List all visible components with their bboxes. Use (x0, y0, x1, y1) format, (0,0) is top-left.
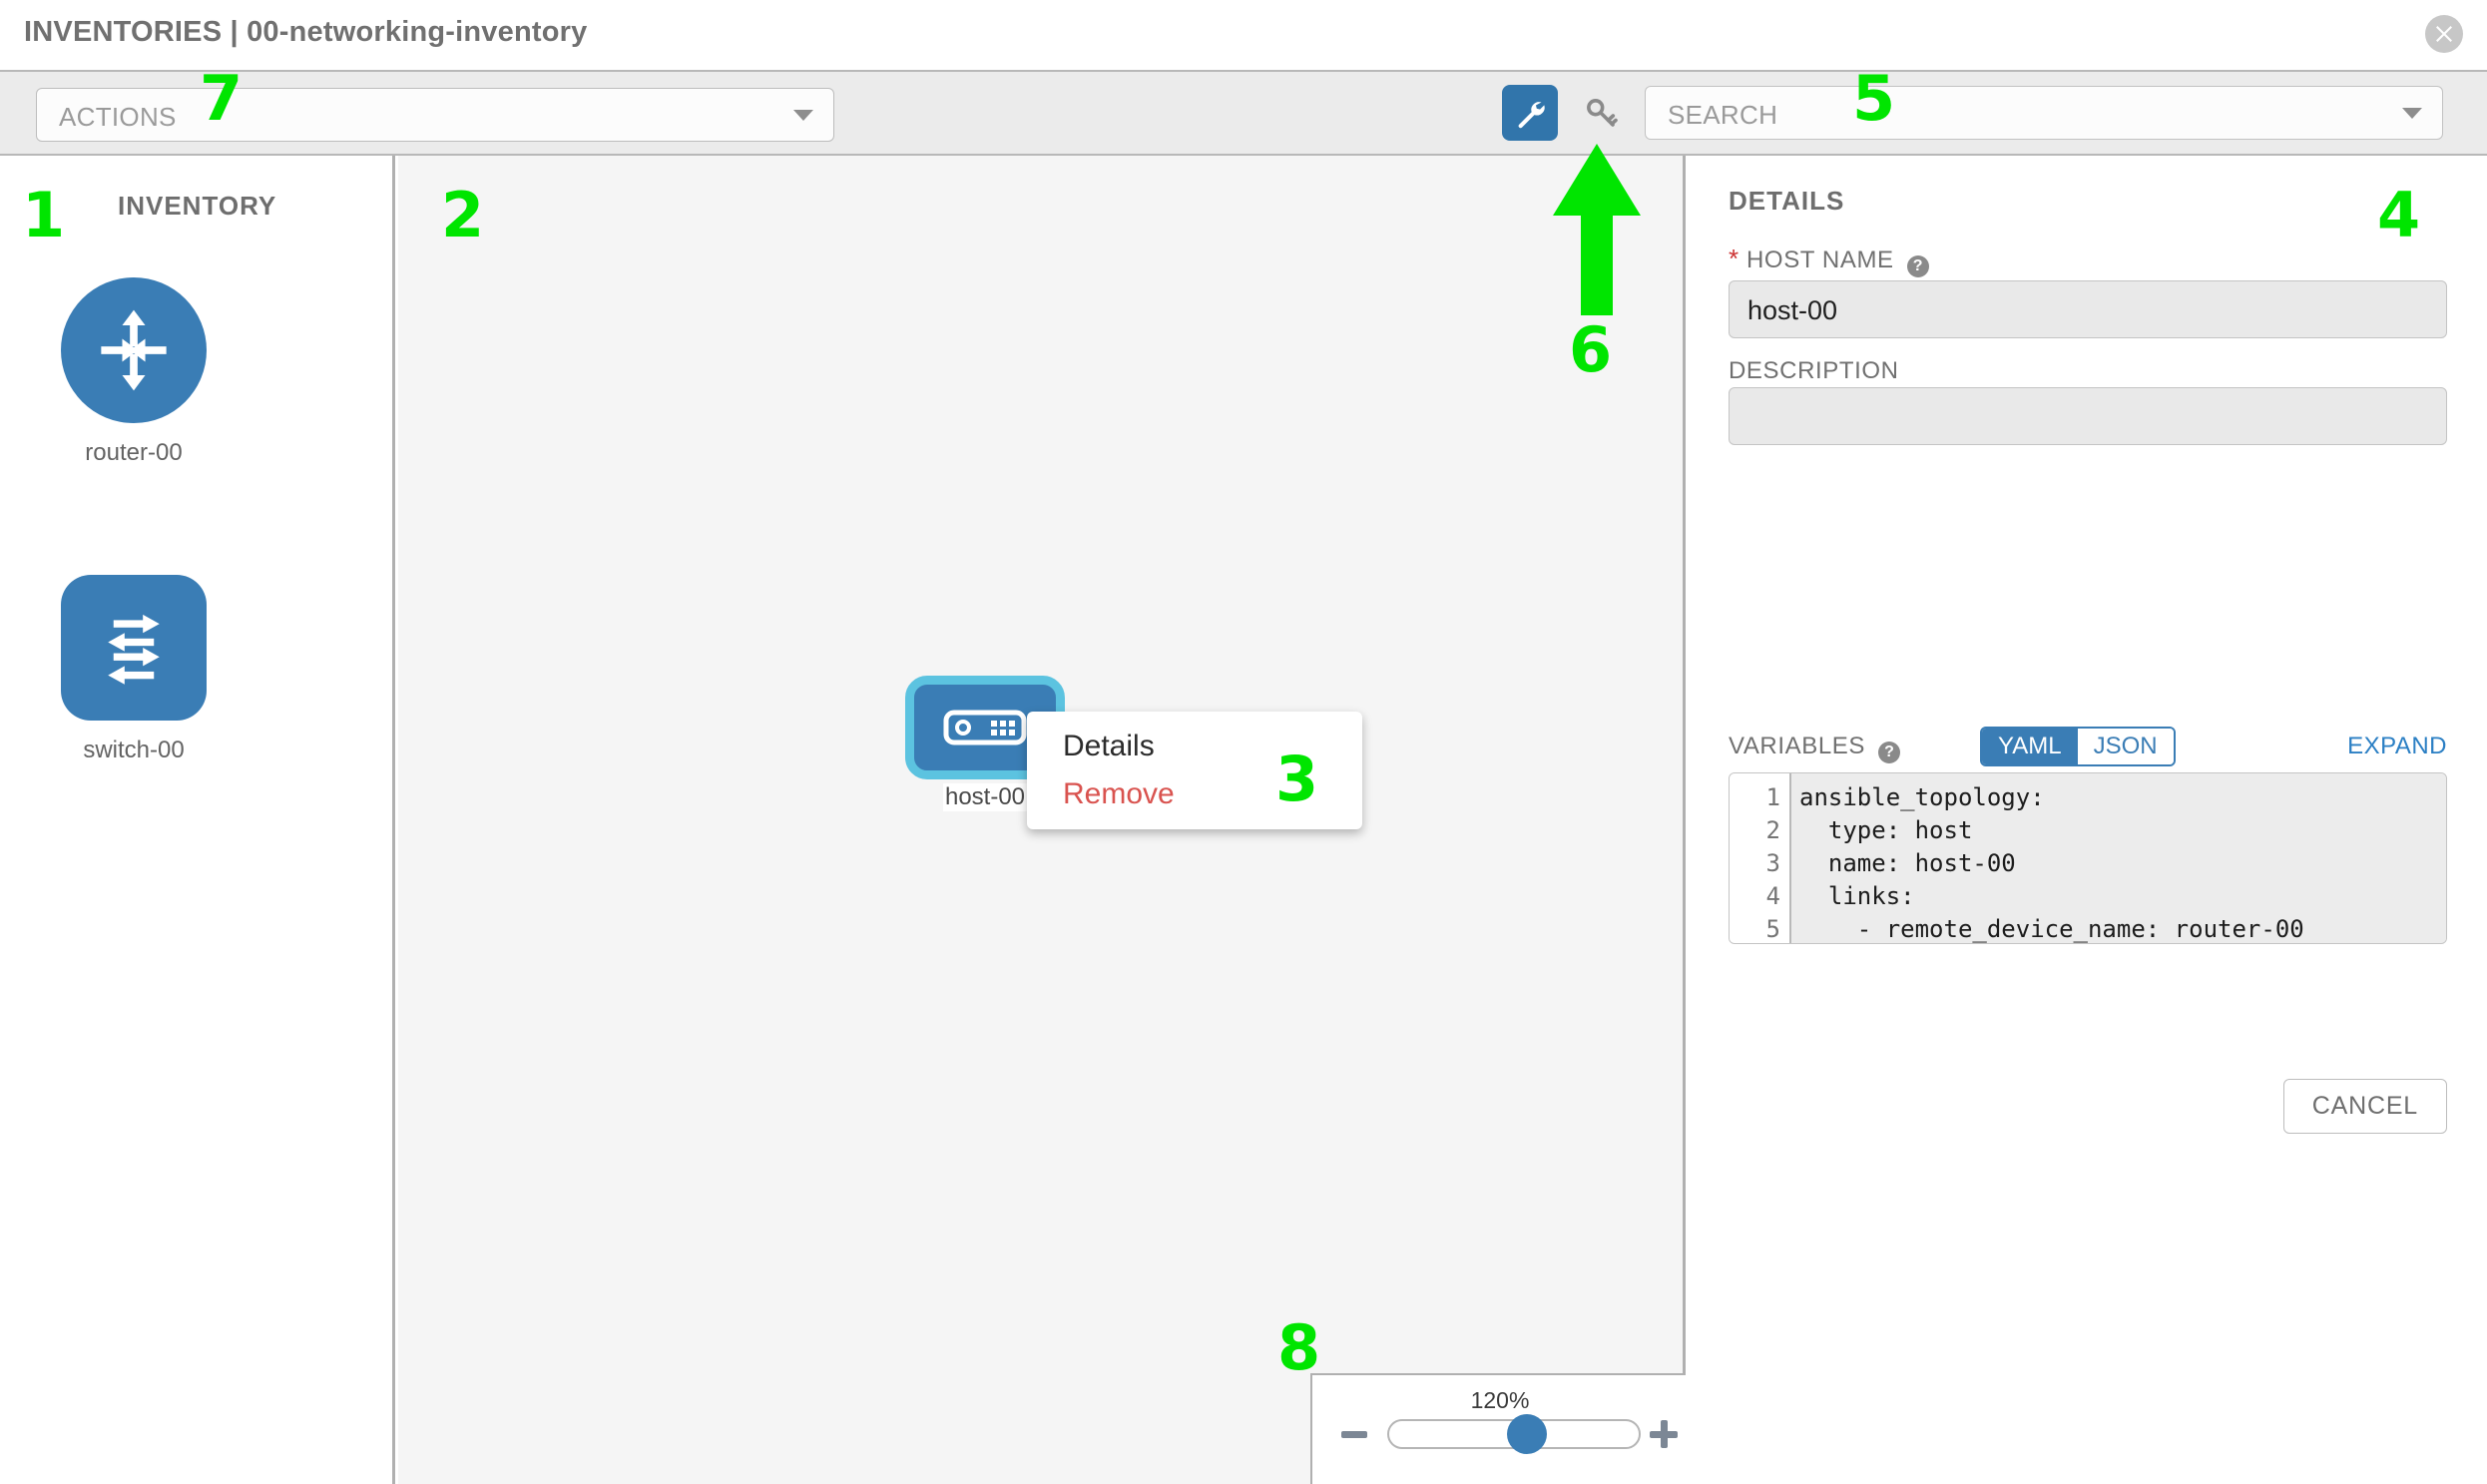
description-field[interactable] (1729, 387, 2447, 445)
inventory-sidebar: INVENTORY router-00 (0, 156, 395, 1484)
sidebar-item-label: router-00 (85, 439, 183, 466)
actions-dropdown[interactable]: ACTIONS (36, 88, 834, 142)
code-line: links: (1799, 882, 1915, 910)
expand-link[interactable]: EXPAND (2347, 733, 2447, 759)
line-number: 3 (1765, 849, 1780, 877)
switch-icon (61, 575, 207, 721)
zoom-in-button[interactable] (1650, 1420, 1678, 1448)
node-label: host-00 (942, 783, 1028, 811)
details-title: DETAILS (1729, 186, 1845, 216)
details-panel: DETAILS * HOST NAME ? host-00 DESCRIPTIO… (1689, 156, 2487, 1484)
chevron-down-icon (793, 110, 813, 121)
title-bar: INVENTORIES | 00-networking-inventory (0, 0, 2487, 70)
required-marker: * (1729, 244, 1740, 273)
server-icon (943, 710, 1027, 745)
editor-gutter: 1 2 3 4 5 6 7 (1730, 773, 1791, 943)
cancel-button[interactable]: CANCEL (2282, 1079, 2447, 1134)
help-icon[interactable]: ? (1906, 255, 1929, 277)
zoom-out-button[interactable] (1341, 1431, 1367, 1438)
line-number: 2 (1765, 816, 1780, 844)
zoom-level-label: 120% (1470, 1387, 1530, 1413)
host-name-field[interactable]: host-00 (1729, 280, 2447, 338)
line-number: 4 (1765, 882, 1780, 910)
context-menu-item-remove[interactable]: Remove (1063, 777, 1175, 810)
wrench-icon[interactable] (1502, 85, 1558, 141)
page-title: INVENTORIES | 00-networking-inventory (24, 16, 588, 48)
sidebar-title: INVENTORY (118, 191, 277, 221)
host-name-value: host-00 (1747, 295, 1838, 325)
code-line: name: host-00 (1799, 849, 2016, 877)
variables-label: VARIABLES ? (1729, 733, 1901, 763)
code-line: ansible_topology: (1799, 783, 2045, 811)
code-line: - remote_device_name: router-00 (1799, 915, 2304, 943)
node-context-menu: Details Remove (1027, 712, 1362, 829)
zoom-control: 120% (1310, 1373, 1686, 1484)
editor-content[interactable]: ansible_topology: type: host name: host-… (1791, 773, 2446, 943)
search-placeholder: SEARCH (1668, 100, 1778, 130)
zoom-slider-handle[interactable] (1507, 1414, 1547, 1454)
toggle-json[interactable]: JSON (2077, 729, 2174, 764)
search-input[interactable]: SEARCH (1645, 86, 2443, 140)
code-line: type: host (1799, 816, 1973, 844)
context-menu-item-details[interactable]: Details (1063, 730, 1155, 762)
line-number: 1 (1765, 783, 1780, 811)
router-icon (61, 277, 207, 423)
toggle-yaml[interactable]: YAML (1982, 729, 2078, 764)
host-name-label-text: HOST NAME (1746, 247, 1894, 273)
description-label: DESCRIPTION (1729, 357, 1899, 384)
actions-dropdown-label: ACTIONS (59, 102, 177, 132)
help-icon[interactable]: ? (1878, 742, 1901, 763)
key-icon[interactable] (1573, 85, 1629, 141)
sidebar-item-label: switch-00 (83, 737, 185, 763)
variables-format-toggle: YAML JSON (1980, 727, 2176, 766)
variables-code-editor[interactable]: 1 2 3 4 5 6 7 ansible_topology: type: ho… (1729, 772, 2447, 944)
sidebar-item-switch-00[interactable]: switch-00 (24, 575, 244, 764)
close-icon[interactable] (2425, 15, 2463, 53)
variables-label-text: VARIABLES (1729, 733, 1866, 759)
host-name-label: * HOST NAME ? (1729, 244, 1929, 277)
chevron-down-icon[interactable] (2402, 108, 2422, 119)
line-number: 5 (1765, 915, 1780, 943)
sidebar-item-router-00[interactable]: router-00 (24, 277, 244, 467)
